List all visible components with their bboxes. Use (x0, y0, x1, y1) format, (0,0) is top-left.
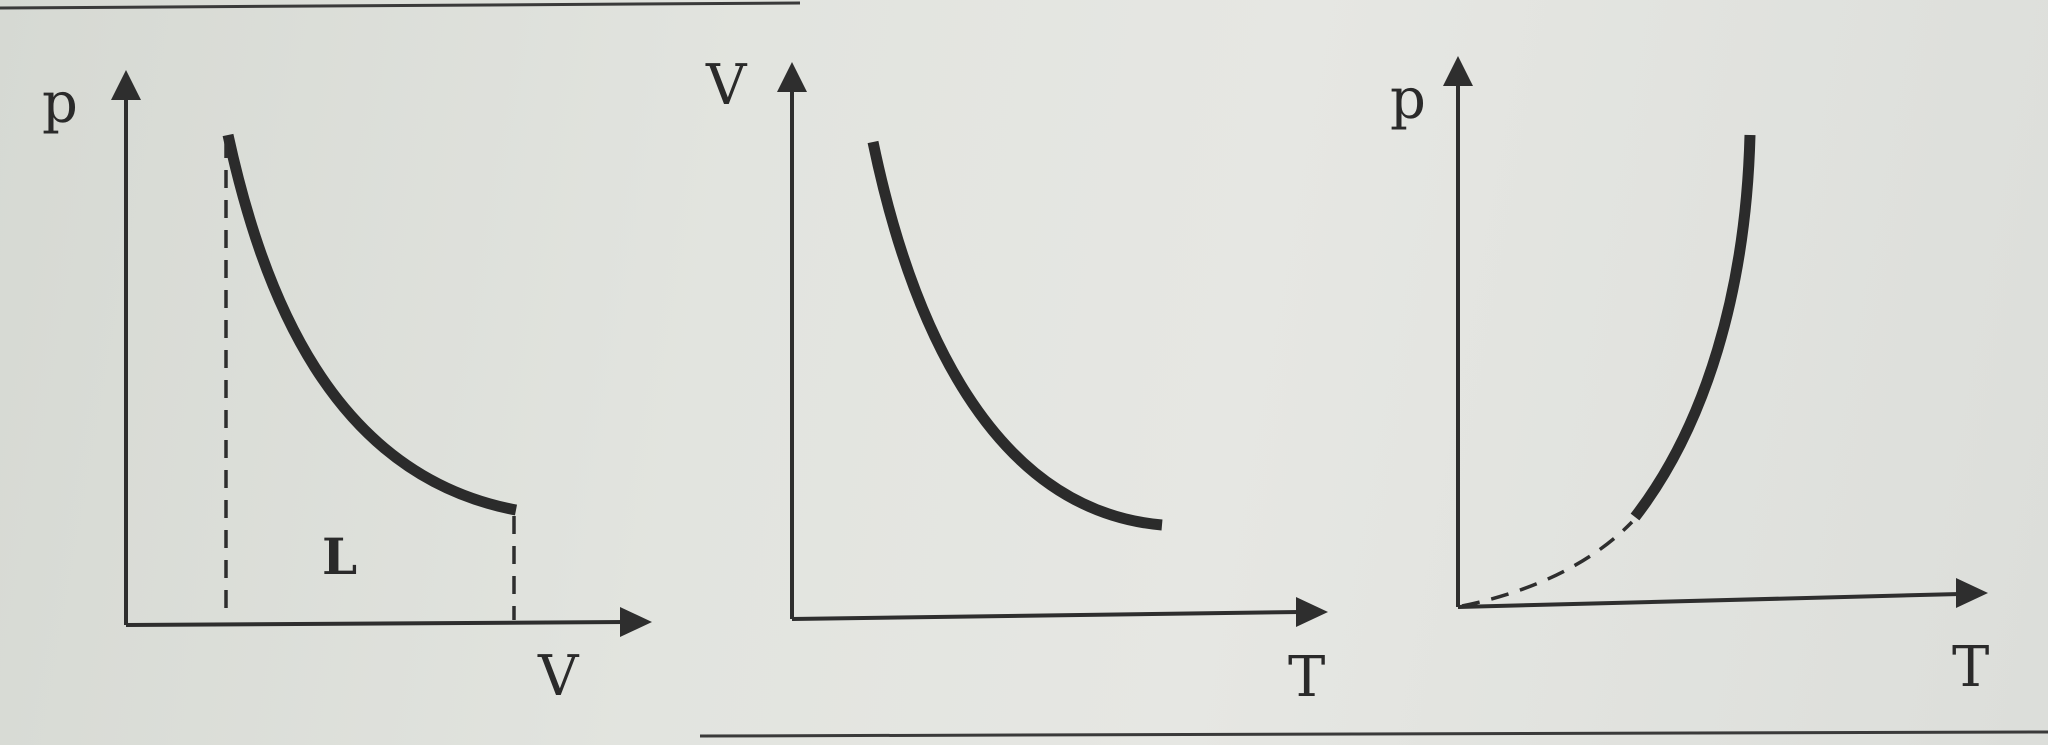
y-axis-arrow (777, 62, 807, 92)
y-axis-arrow (1443, 56, 1473, 86)
x-axis-label: T (1288, 645, 1325, 710)
diagram-p-t: p T (1390, 56, 1989, 700)
x-axis (1457, 592, 1961, 609)
y-axis-label: V (705, 53, 748, 118)
x-axis (125, 620, 626, 627)
page-edge-top (0, 1, 801, 10)
region-label: L (322, 527, 357, 586)
curve (867, 140, 1163, 531)
diagram-p-v: p V L (42, 70, 652, 709)
curve-dashed-extension (1461, 520, 1634, 608)
x-axis-arrow (620, 607, 652, 637)
x-axis (791, 610, 1301, 621)
x-axis-label: V (537, 644, 580, 709)
x-axis-arrow (1956, 578, 1988, 608)
x-axis-label: T (1952, 635, 1989, 700)
diagram-v-t: V T (705, 53, 1328, 710)
page-edge-bottom (699, 730, 2048, 738)
curve-solid (1630, 134, 1756, 521)
y-axis-arrow (111, 70, 141, 100)
y-axis-label: p (42, 71, 78, 136)
x-axis-arrow (1296, 597, 1328, 627)
y-axis-label: p (1390, 67, 1426, 132)
isotherm-curve (222, 133, 518, 516)
